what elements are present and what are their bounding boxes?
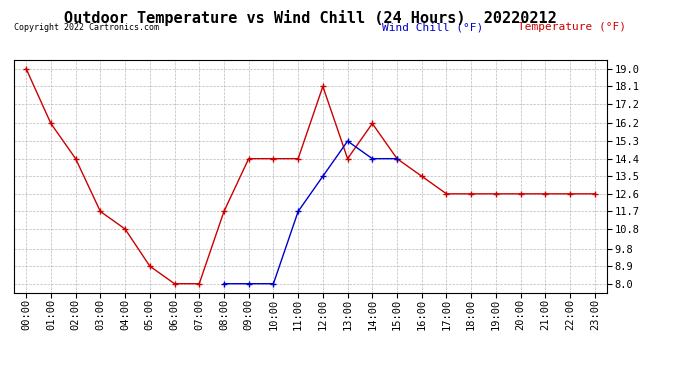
Text: Copyright 2022 Cartronics.com: Copyright 2022 Cartronics.com [14, 23, 159, 32]
Text: Wind Chill (°F): Wind Chill (°F) [382, 22, 483, 32]
Text: Outdoor Temperature vs Wind Chill (24 Hours)  20220212: Outdoor Temperature vs Wind Chill (24 Ho… [64, 10, 557, 26]
Text: Temperature (°F): Temperature (°F) [518, 22, 627, 32]
